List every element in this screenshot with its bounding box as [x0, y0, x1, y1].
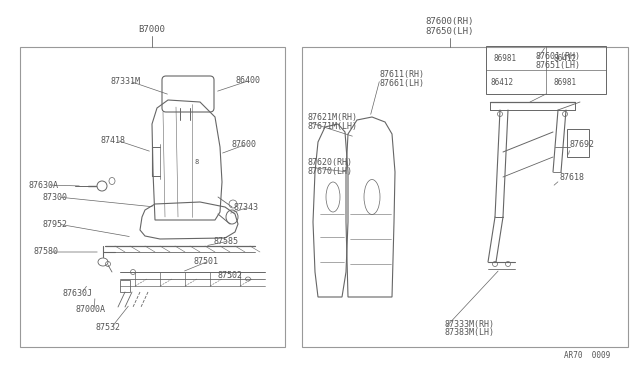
Text: 87501: 87501	[193, 257, 218, 266]
Text: 87670(LH): 87670(LH)	[308, 167, 353, 176]
Text: 87630J: 87630J	[62, 289, 92, 298]
Text: 8: 8	[195, 159, 199, 165]
Text: 87661(LH): 87661(LH)	[380, 78, 425, 87]
Text: 87333M(RH): 87333M(RH)	[445, 320, 495, 328]
Text: 87611(RH): 87611(RH)	[380, 70, 425, 78]
Bar	[20, 47, 285, 347]
Text: 86981: 86981	[494, 54, 517, 62]
Text: 87651(LH): 87651(LH)	[536, 61, 581, 70]
Text: 87580: 87580	[33, 247, 58, 257]
Text: 86981: 86981	[554, 77, 577, 87]
Text: 87671M(LH): 87671M(LH)	[308, 122, 358, 131]
Text: 87502: 87502	[218, 270, 243, 279]
Text: 87331M: 87331M	[110, 77, 140, 86]
Text: 87630A: 87630A	[28, 180, 58, 189]
Text: 87585: 87585	[213, 237, 238, 246]
Text: 87000A: 87000A	[75, 305, 105, 314]
Text: 87600(RH): 87600(RH)	[426, 17, 474, 26]
Text: 87952: 87952	[42, 219, 67, 228]
Text: 87620(RH): 87620(RH)	[308, 157, 353, 167]
Text: 87692: 87692	[570, 140, 595, 148]
Bar	[567, 129, 589, 157]
Text: 87383M(LH): 87383M(LH)	[445, 328, 495, 337]
Text: 87650(LH): 87650(LH)	[426, 27, 474, 36]
Bar	[120, 280, 130, 292]
Text: 87532: 87532	[95, 324, 120, 333]
Text: 86400: 86400	[235, 76, 260, 84]
Text: 86412: 86412	[554, 54, 577, 62]
Text: 87300: 87300	[42, 192, 67, 202]
Text: 87343: 87343	[233, 202, 258, 212]
Bar	[302, 47, 628, 347]
Text: AR70  0009: AR70 0009	[564, 351, 610, 360]
Text: B7000: B7000	[139, 25, 165, 34]
Text: 87618: 87618	[560, 173, 585, 182]
Text: 87418: 87418	[100, 135, 125, 144]
Text: 87621M(RH): 87621M(RH)	[308, 112, 358, 122]
Text: 87601(RH): 87601(RH)	[536, 51, 581, 61]
Text: 86412: 86412	[491, 77, 514, 87]
Text: 87600: 87600	[231, 140, 256, 148]
Bar	[486, 46, 606, 94]
